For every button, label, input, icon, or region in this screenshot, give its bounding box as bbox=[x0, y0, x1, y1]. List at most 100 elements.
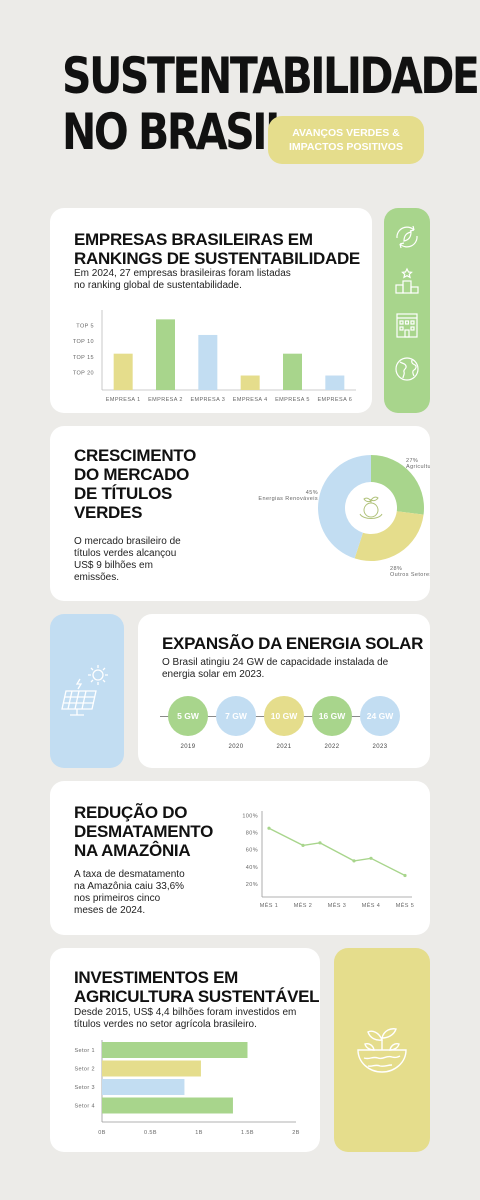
x-tick-label: EMPRESA 2 bbox=[148, 397, 183, 403]
deforestation-line-chart: 100% 80% 60% 40% 20% MÊS 1 MÊS 2 MÊS 3 MÊS 4 MÊS … bbox=[242, 811, 415, 909]
timeline-year: 2021 bbox=[276, 744, 292, 750]
y-tick-label: TOP 5 bbox=[76, 324, 94, 330]
data-point bbox=[267, 826, 271, 830]
timeline-value-badge: 24 GW bbox=[360, 696, 400, 736]
x-tick-label: EMPRESA 4 bbox=[233, 397, 268, 403]
globe-hand-icon bbox=[359, 496, 383, 519]
bar bbox=[102, 1042, 248, 1058]
bar bbox=[240, 375, 260, 390]
green-bonds-donut-chart: 27%Agricultura 28%Outros Setores 45%Energi… bbox=[258, 455, 430, 578]
x-tick-label: MÊS 5 bbox=[396, 901, 415, 909]
x-tick-label: 1B bbox=[195, 1130, 203, 1136]
rankings-bar-chart: TOP 5 TOP 10 TOP 15 TOP 20 EMPRESA 1 EMPRESA … bbox=[73, 310, 356, 403]
green-bonds-description-line-2: títulos verdes alcançou bbox=[74, 548, 177, 559]
timeline-year: 2022 bbox=[324, 744, 340, 750]
deforestation-description-line-2: na Amazônia caiu 33,6% bbox=[74, 881, 185, 892]
green-bonds-title-line-1: CRESCIMENTO bbox=[74, 446, 197, 465]
agriculture-title: INVESTIMENTOS EM AGRICULTURA SUSTENTÁVEL bbox=[74, 968, 320, 1006]
x-tick-label: MÊS 1 bbox=[260, 901, 279, 909]
green-bonds-title-line-2: DO MERCADO bbox=[74, 465, 190, 484]
donut-slice bbox=[318, 455, 371, 559]
deforestation-title-line-1: REDUÇÃO DO bbox=[74, 803, 188, 822]
timeline-value-badge: 7 GW bbox=[216, 696, 256, 736]
timeline-year: 2019 bbox=[180, 744, 196, 750]
rankings-description: Em 2024, 27 empresas brasileiras foram l… bbox=[74, 268, 291, 292]
solar-description-line-2: energia solar em 2023. bbox=[162, 669, 265, 680]
page-title-line-1: SUSTENTABILIDADE bbox=[62, 47, 480, 105]
timeline-year: 2020 bbox=[228, 744, 244, 750]
y-tick-label: 60% bbox=[246, 848, 258, 854]
subtitle-badge: AVANÇOS VERDES & IMPACTOS POSITIVOS bbox=[268, 116, 424, 164]
green-bonds-description-line-3: US$ 9 bilhões em bbox=[74, 560, 153, 571]
seedling-globe-icon bbox=[357, 1028, 407, 1073]
green-bonds-card: CRESCIMENTO DO MERCADO DE TÍTULOS VERDES… bbox=[50, 426, 430, 601]
solar-card: EXPANSÃO DA ENERGIA SOLAR O Brasil ating… bbox=[138, 614, 430, 768]
slice-value-label: 27% bbox=[406, 458, 418, 464]
agriculture-title-line-1: INVESTIMENTOS EM bbox=[74, 968, 238, 987]
solar-panel-icon bbox=[61, 665, 108, 716]
green-bonds-description-line-4: emissões. bbox=[74, 572, 120, 583]
x-tick-label: 1.5B bbox=[241, 1130, 254, 1136]
agriculture-description: Desde 2015, US$ 4,4 bilhões foram invest… bbox=[74, 1007, 296, 1031]
y-tick-label: 40% bbox=[246, 865, 258, 871]
globe-icon bbox=[395, 357, 419, 381]
y-tick-label: 100% bbox=[242, 813, 258, 819]
green-bonds-description: O mercado brasileiro de títulos verdes a… bbox=[74, 536, 181, 584]
donut-slice bbox=[354, 511, 424, 561]
bar bbox=[102, 1060, 201, 1077]
x-tick-label: MÊS 3 bbox=[328, 901, 347, 909]
solar-title: EXPANSÃO DA ENERGIA SOLAR bbox=[162, 634, 424, 653]
data-point bbox=[318, 841, 322, 845]
y-tick-label: TOP 10 bbox=[73, 339, 94, 345]
data-point bbox=[369, 856, 373, 860]
green-bonds-title-line-4: VERDES bbox=[74, 503, 143, 522]
green-bonds-description-line-1: O mercado brasileiro de bbox=[74, 536, 181, 547]
page-title: SUSTENTABILIDADE NO BRASIL bbox=[62, 47, 480, 161]
agriculture-description-line-2: títulos verdes no setor agrícola brasile… bbox=[74, 1019, 257, 1030]
agriculture-title-line-2: AGRICULTURA SUSTENTÁVEL bbox=[74, 987, 320, 1006]
data-point bbox=[403, 873, 407, 878]
deforestation-description-line-4: meses de 2024. bbox=[74, 905, 146, 916]
green-bonds-title-line-3: DE TÍTULOS bbox=[74, 484, 173, 503]
y-tick-label: Setor 2 bbox=[74, 1067, 95, 1073]
building-icon bbox=[396, 313, 418, 338]
agriculture-icon-panel bbox=[334, 948, 430, 1152]
bar bbox=[283, 353, 302, 390]
green-bonds-title: CRESCIMENTO DO MERCADO DE TÍTULOS VERDES bbox=[74, 446, 196, 522]
timeline-value-badge: 10 GW bbox=[264, 696, 304, 736]
bar bbox=[102, 1097, 233, 1114]
y-tick-label: 20% bbox=[246, 882, 258, 888]
y-tick-label: Setor 3 bbox=[74, 1085, 95, 1091]
y-tick-label: TOP 20 bbox=[73, 370, 94, 376]
timeline-value-badge: 5 GW bbox=[168, 696, 208, 736]
timeline-value-badge: 16 GW bbox=[312, 696, 352, 736]
agriculture-card: INVESTIMENTOS EM AGRICULTURA SUSTENTÁVEL… bbox=[50, 948, 320, 1152]
solar-icon-panel bbox=[50, 614, 124, 768]
podium-icon bbox=[395, 267, 419, 294]
rankings-title-line-1: EMPRESAS BRASILEIRAS EM bbox=[74, 230, 313, 249]
deforestation-card: REDUÇÃO DO DESMATAMENTO NA AMAZÔNIA A ta… bbox=[50, 781, 430, 935]
slice-category-label: Agricultura bbox=[406, 464, 430, 470]
deforestation-title-line-3: NA AMAZÔNIA bbox=[74, 841, 191, 860]
rankings-card: EMPRESAS BRASILEIRAS EM RANKINGS DE SUST… bbox=[50, 208, 372, 413]
page-title-line-2: NO BRASIL bbox=[62, 103, 291, 161]
deforestation-description-line-3: nos primeiros cinco bbox=[74, 893, 161, 904]
agriculture-bar-chart: Setor 1 Setor 2 Setor 3 Setor 4 0B 0.5B 1B 1.5B… bbox=[74, 1040, 299, 1136]
agriculture-description-line-1: Desde 2015, US$ 4,4 bilhões foram invest… bbox=[74, 1007, 297, 1018]
x-tick-label: MÊS 2 bbox=[294, 901, 313, 909]
x-tick-label: EMPRESA 3 bbox=[190, 397, 225, 403]
rankings-icon-panel bbox=[384, 208, 430, 413]
x-tick-label: 0B bbox=[98, 1130, 106, 1136]
x-tick-label: 0.5B bbox=[144, 1130, 157, 1136]
y-tick-label: Setor 4 bbox=[74, 1104, 95, 1110]
rankings-title: EMPRESAS BRASILEIRAS EM RANKINGS DE SUST… bbox=[74, 230, 360, 268]
timeline-year: 2023 bbox=[372, 744, 388, 750]
solar-description-line-1: O Brasil atingiu 24 GW de capacidade ins… bbox=[162, 657, 389, 668]
subtitle-badge-line-2: IMPACTOS POSITIVOS bbox=[289, 141, 403, 153]
x-tick-label: EMPRESA 1 bbox=[106, 397, 141, 403]
rankings-title-line-2: RANKINGS DE SUSTENTABILIDADE bbox=[74, 249, 360, 268]
slice-category-label: Outros Setores bbox=[390, 572, 430, 578]
bar bbox=[325, 375, 345, 390]
rankings-description-line-2: no ranking global de sustentabilidade. bbox=[74, 280, 242, 291]
deforestation-description-line-1: A taxa de desmatamento bbox=[74, 869, 185, 880]
